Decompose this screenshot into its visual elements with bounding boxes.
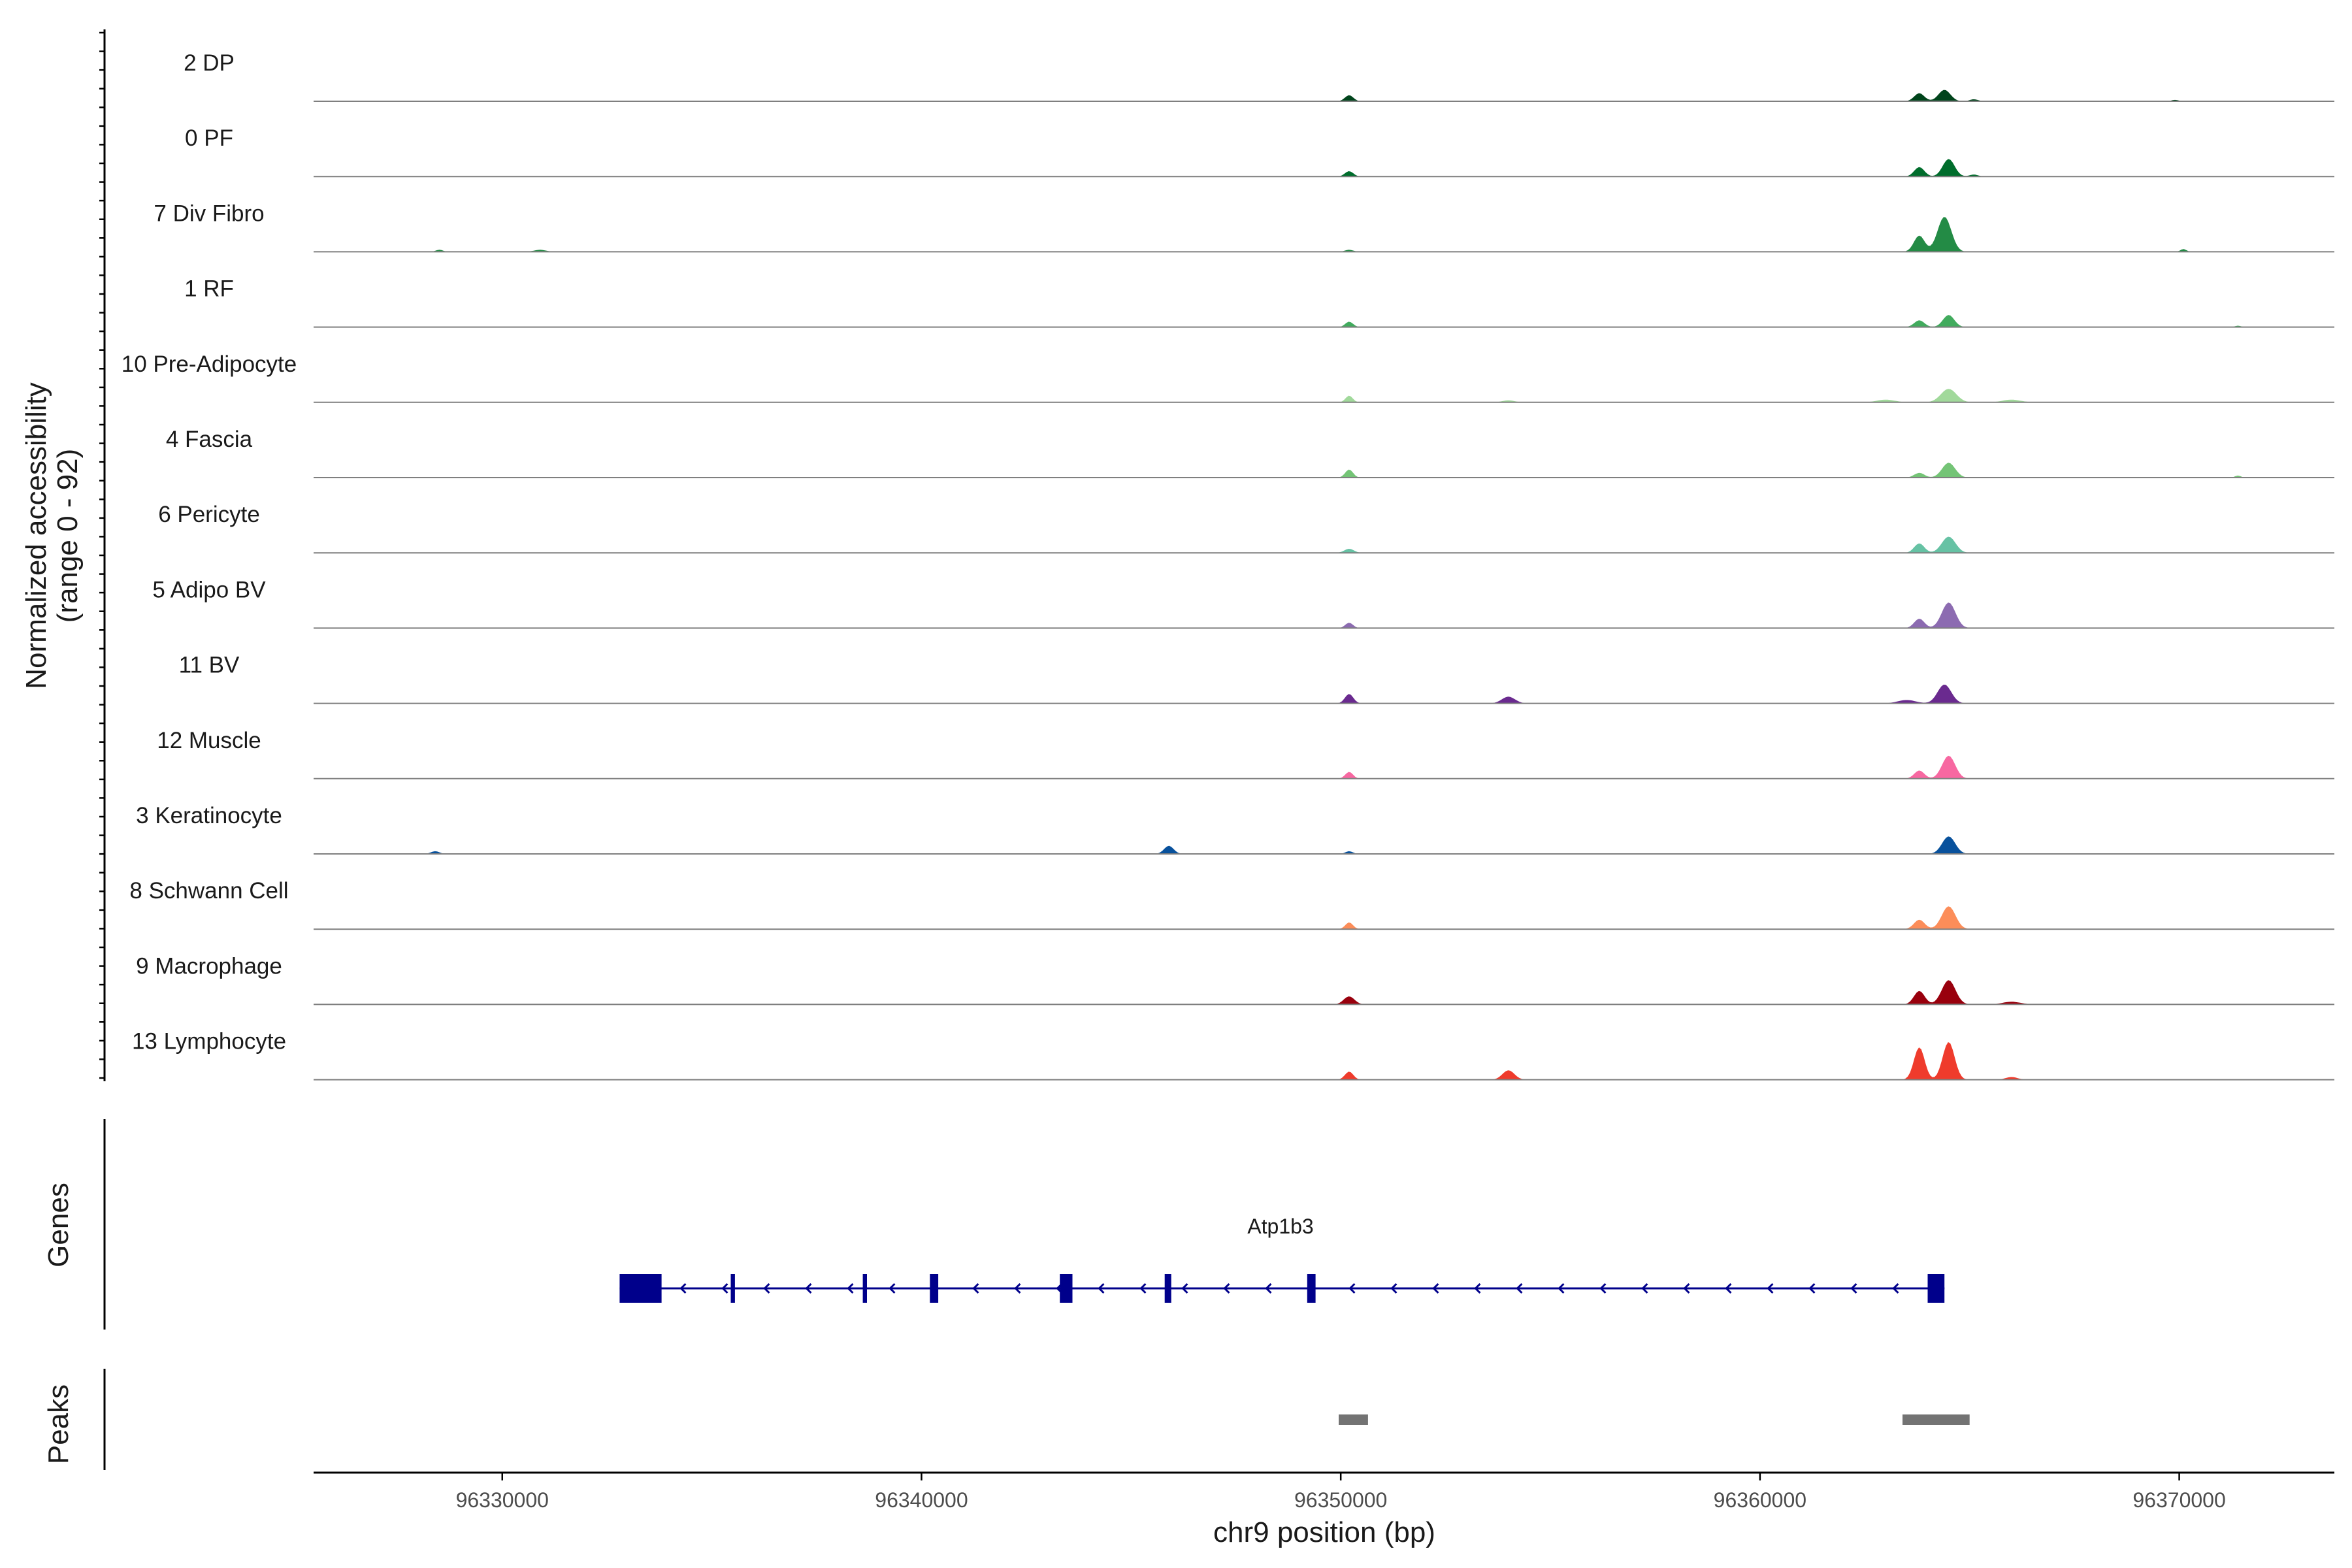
strand-arrow xyxy=(763,1282,770,1294)
x-tick-label: 96360000 xyxy=(1714,1488,1806,1512)
peak-regions xyxy=(1339,1414,1970,1425)
strand-arrow xyxy=(1641,1282,1648,1294)
track-label: 3 Keratinocyte xyxy=(136,803,282,828)
coverage-area xyxy=(314,1042,2334,1080)
strand-arrow xyxy=(1265,1282,1272,1294)
x-axis-ticks: 96330000 96340000 96350000 96360000 96370000 xyxy=(456,1473,2226,1512)
track-label: 4 Fascia xyxy=(166,427,253,452)
gene-exon xyxy=(930,1274,939,1303)
strand-arrow xyxy=(805,1282,812,1294)
x-tick-label: 96350000 xyxy=(1294,1488,1387,1512)
strand-arrow xyxy=(1683,1282,1690,1294)
coverage-area xyxy=(314,980,2334,1005)
gene-exon xyxy=(1307,1274,1316,1303)
gene-exon xyxy=(1164,1274,1171,1303)
coverage-area xyxy=(314,315,2334,327)
strand-arrow xyxy=(1558,1282,1565,1294)
gene-exon xyxy=(730,1274,735,1303)
track-5: 10 Pre-Adipocyte xyxy=(122,351,2334,403)
track-8: 5 Adipo BV xyxy=(152,577,2334,629)
strand-arrow xyxy=(1098,1282,1105,1294)
x-tick-label: 96370000 xyxy=(2132,1488,2225,1512)
track-label: 6 Pericyte xyxy=(158,502,260,527)
strand-arrow xyxy=(1014,1282,1021,1294)
coverage-area xyxy=(314,90,2334,101)
track-14: 13 Lymphocyte xyxy=(132,1029,2334,1081)
x-tick-label: 96340000 xyxy=(875,1488,968,1512)
track-label: 7 Div Fibro xyxy=(154,201,264,226)
coverage-area xyxy=(314,463,2334,478)
track-label: 5 Adipo BV xyxy=(152,577,266,602)
strand-arrow xyxy=(721,1282,728,1294)
strand-arrow xyxy=(847,1282,854,1294)
strand-arrow xyxy=(1725,1282,1732,1294)
x-tick-label: 96330000 xyxy=(456,1488,549,1512)
track-label: 9 Macrophage xyxy=(136,953,282,979)
coverage-tracks: 2 DP 0 PF 7 Div Fibro 1 RF 10 Pre-Adipocyte 4… xyxy=(122,50,2334,1081)
track-label: 10 Pre-Adipocyte xyxy=(122,351,297,377)
strand-arrow xyxy=(1516,1282,1523,1294)
strand-arrow xyxy=(1432,1282,1439,1294)
track-label: 1 RF xyxy=(184,276,234,302)
track-label: 12 Muscle xyxy=(157,728,261,753)
y-axis-title: Normalized accessibility xyxy=(20,382,52,689)
track-12: 8 Schwann Cell xyxy=(129,878,2334,930)
gene-exon xyxy=(619,1274,662,1303)
track-label: 11 BV xyxy=(179,653,240,678)
x-axis-title: chr9 position (bp) xyxy=(1213,1516,1435,1548)
coverage-area xyxy=(314,217,2334,252)
strand-arrow xyxy=(1390,1282,1397,1294)
track-10: 12 Muscle xyxy=(157,728,2334,779)
strand-arrow xyxy=(1348,1282,1356,1294)
track-2: 0 PF xyxy=(185,125,2334,178)
track-1: 2 DP xyxy=(184,50,2334,102)
gene-exon xyxy=(862,1274,867,1303)
coverage-area xyxy=(314,602,2334,629)
strand-arrow xyxy=(1223,1282,1230,1294)
track-label: 0 PF xyxy=(185,125,233,151)
genes-panel-title: Genes xyxy=(42,1183,74,1267)
track-4: 1 RF xyxy=(184,276,2334,328)
coverage-area xyxy=(314,536,2334,553)
coverage-area xyxy=(314,755,2334,779)
track-9: 11 BV xyxy=(179,653,2334,704)
y-axis-subtitle: (range 0 - 92) xyxy=(52,449,84,623)
track-label: 8 Schwann Cell xyxy=(129,878,288,904)
strand-arrow xyxy=(1599,1282,1607,1294)
coverage-y-ticks xyxy=(99,31,105,1079)
gene-label: Atp1b3 xyxy=(1247,1215,1313,1238)
gene-exon xyxy=(1927,1274,1945,1303)
strand-arrow xyxy=(1808,1282,1816,1294)
coverage-area xyxy=(314,159,2334,177)
strand-arrow xyxy=(889,1282,896,1294)
track-13: 9 Macrophage xyxy=(136,953,2334,1005)
peaks-panel-title: Peaks xyxy=(42,1384,74,1464)
strand-arrow xyxy=(1892,1282,1899,1294)
gene-model: Atp1b3 xyxy=(619,1215,1945,1303)
strand-arrow xyxy=(1474,1282,1481,1294)
gene-exon xyxy=(1060,1274,1073,1303)
coverage-area xyxy=(314,906,2334,930)
coverage-area xyxy=(314,684,2334,704)
track-3: 7 Div Fibro xyxy=(154,201,2334,253)
coverage-area xyxy=(314,836,2334,854)
peak-region xyxy=(1339,1414,1368,1425)
track-7: 6 Pericyte xyxy=(158,502,2334,554)
strand-arrow xyxy=(679,1282,687,1294)
coverage-area xyxy=(314,389,2334,402)
track-label: 13 Lymphocyte xyxy=(132,1029,286,1054)
strand-arrow xyxy=(972,1282,979,1294)
track-11: 3 Keratinocyte xyxy=(136,803,2334,855)
strand-arrow xyxy=(1767,1282,1774,1294)
strand-arrow xyxy=(1139,1282,1147,1294)
track-label: 2 DP xyxy=(184,50,235,76)
strand-arrow xyxy=(1850,1282,1857,1294)
strand-arrow xyxy=(1181,1282,1188,1294)
peak-region xyxy=(1903,1414,1970,1425)
track-6: 4 Fascia xyxy=(166,427,2334,478)
